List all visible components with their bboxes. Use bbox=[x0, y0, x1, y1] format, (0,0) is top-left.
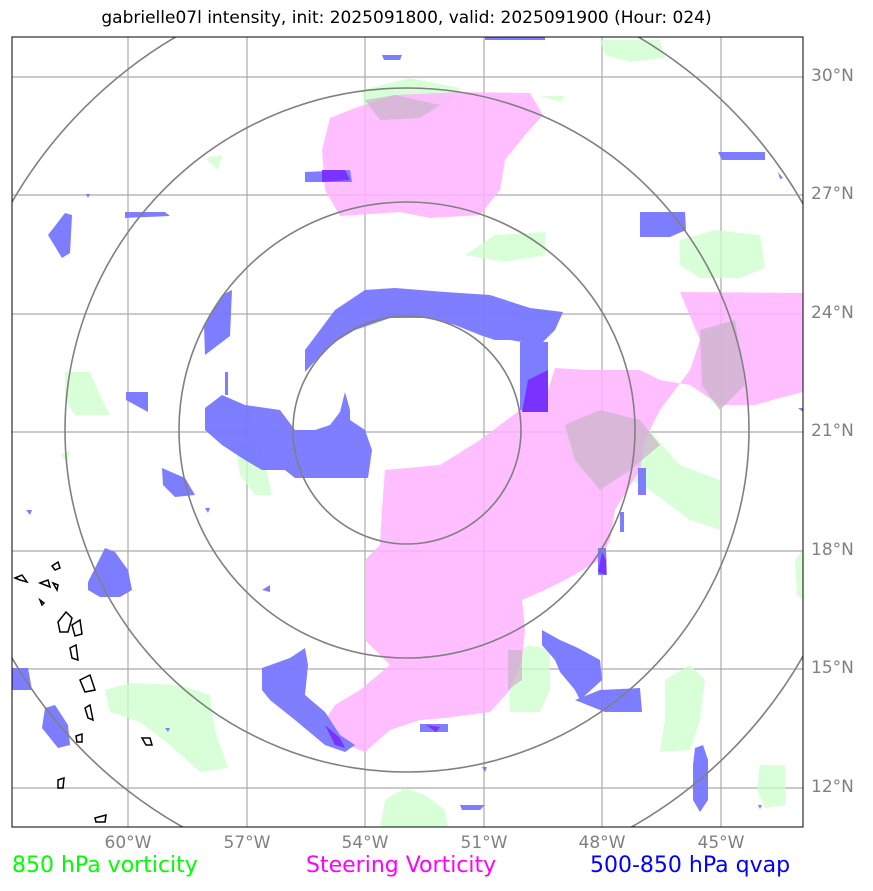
lat-label: 24°N bbox=[811, 303, 854, 323]
map-title: gabrielle07l intensity, init: 2025091800… bbox=[101, 8, 712, 28]
qvap-shading bbox=[12, 37, 803, 812]
qvap-dark-shading bbox=[322, 170, 606, 748]
lon-label: 60°W bbox=[104, 833, 152, 853]
lon-label: 57°W bbox=[223, 833, 271, 853]
lon-label: 45°W bbox=[697, 833, 745, 853]
legend-qvap: 500-850 hPa qvap bbox=[590, 853, 791, 878]
lon-label: 51°W bbox=[460, 833, 508, 853]
lat-label: 27°N bbox=[811, 184, 854, 204]
lat-label: 30°N bbox=[811, 66, 854, 86]
lon-label: 54°W bbox=[341, 833, 389, 853]
lat-label: 12°N bbox=[811, 777, 854, 797]
lat-label: 21°N bbox=[811, 421, 854, 441]
legend-steering-vorticity: Steering Vorticity bbox=[306, 853, 497, 878]
lat-label: 15°N bbox=[811, 658, 854, 678]
overlap-tint bbox=[365, 95, 745, 690]
legend-850-vorticity: 850 hPa vorticity bbox=[12, 853, 198, 878]
coastlines bbox=[13, 560, 153, 823]
lon-label: 48°W bbox=[578, 833, 626, 853]
steering-vorticity-shading bbox=[322, 92, 803, 752]
lat-label: 18°N bbox=[811, 540, 854, 560]
plot-frame bbox=[11, 36, 804, 828]
